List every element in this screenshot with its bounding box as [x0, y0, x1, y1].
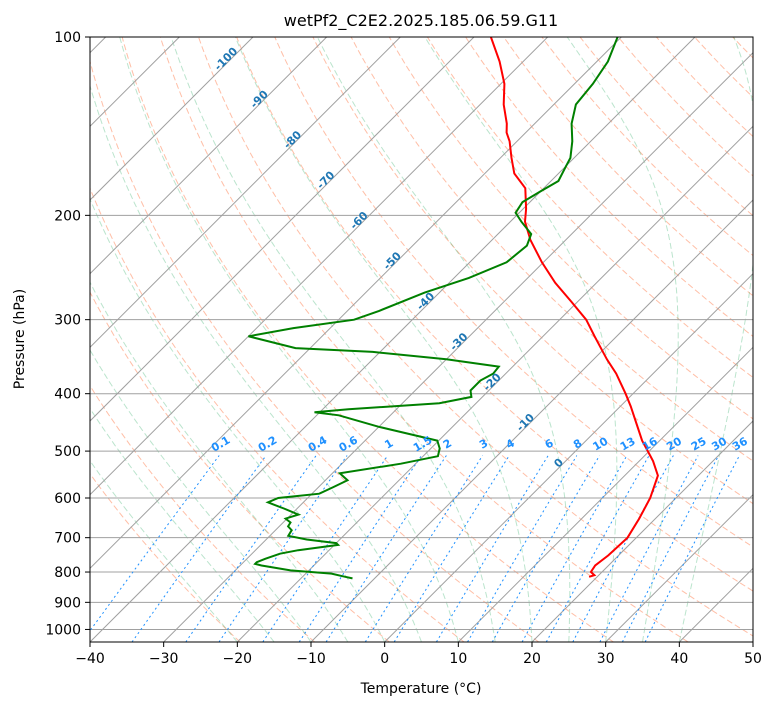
dry-adiabat: [90, 59, 540, 642]
mixing-ratio-line: [467, 455, 578, 642]
isotherm-line: [90, 37, 549, 496]
isotherm-line: [90, 37, 401, 349]
isotherm-line: [90, 37, 622, 570]
isotherm-line: [90, 37, 328, 275]
sounding-traces: [248, 37, 659, 580]
moist-adiabat: [424, 37, 618, 642]
mixing-ratio-line: [90, 455, 220, 632]
mixing-ratio-line: [298, 455, 422, 642]
mixing-ratio-line: [435, 455, 549, 642]
y-tick-label: 800: [54, 565, 81, 581]
dry-adiabat: [541, 37, 753, 257]
dry-adiabat: [236, 37, 753, 592]
mixing-ratio-line: [599, 455, 699, 642]
mixing-ratio-line: [491, 455, 601, 642]
dry-adiabat: [90, 186, 465, 642]
x-tick-label: 10: [449, 651, 467, 667]
moist-adiabat: [119, 37, 459, 642]
x-tick-label: 0: [380, 651, 389, 667]
chart-title: wetPf2_C2E2.2025.185.06.59.G11: [284, 11, 558, 31]
y-tick-label: 900: [54, 595, 81, 611]
moist-adiabat: [170, 37, 496, 642]
isotherm-line: [90, 37, 475, 422]
moist-adiabat: [566, 37, 679, 642]
mixing-ratio-line: [131, 455, 267, 642]
moist-adiabat: [678, 37, 753, 642]
x-tick-label: 20: [523, 651, 541, 667]
isotherm-line: [310, 199, 753, 642]
x-tick-label: 30: [597, 651, 615, 667]
y-tick-label: 100: [54, 30, 81, 46]
mixing-ratio-line: [325, 455, 447, 642]
mixing-ratio-line: [521, 455, 628, 642]
isotherm-line: [384, 272, 753, 642]
x-tick-label: −10: [296, 651, 326, 667]
dry-adiabat: [350, 37, 753, 462]
y-tick-label: 500: [54, 444, 81, 460]
isotherm-line: [90, 37, 696, 642]
y-tick-label: 400: [54, 387, 81, 403]
mixing-ratio-line: [262, 455, 389, 642]
dry-adiabat: [90, 291, 390, 642]
isotherm-line: [236, 125, 753, 642]
moist-adiabat: [316, 37, 571, 642]
dry-adiabat: [121, 37, 614, 642]
mixing-ratio-line: [393, 455, 510, 642]
isotherm-line: [531, 420, 753, 642]
moist-adiabat: [90, 84, 422, 642]
isotherm-line: [163, 51, 753, 642]
y-axis-label: Pressure (hPa): [12, 289, 28, 389]
x-tick-label: −40: [75, 651, 105, 667]
isotherm-line: [90, 37, 254, 201]
y-tick-label: 200: [54, 208, 81, 224]
moist-adiabat: [234, 37, 533, 642]
moist-adiabat: [90, 349, 312, 642]
dry-adiabat: [198, 37, 753, 637]
dry-adiabat: [159, 37, 689, 642]
y-tick-label: 600: [54, 491, 81, 507]
isotherm-line: [605, 493, 753, 642]
temperature-trace: [489, 37, 659, 578]
axis-ticks: −40 −30 −20 −10 0 10 20 30 40 50 100 200 300 400 500 60…: [45, 30, 762, 667]
mixing-ratio-line: [364, 455, 484, 642]
dry-adiabat: [579, 37, 753, 217]
x-tick-label: 40: [670, 651, 688, 667]
x-tick-label: −30: [149, 651, 179, 667]
isotherm-line: [457, 346, 753, 642]
y-tick-label: 700: [54, 531, 81, 547]
x-tick-label: 50: [744, 651, 762, 667]
dry-adiabat: [90, 472, 241, 642]
mixing-ratio-line: [545, 455, 650, 642]
dewpoint-trace: [248, 37, 619, 580]
x-tick-label: −20: [223, 651, 253, 667]
background-lines: [90, 37, 753, 642]
plot-frame: [89, 36, 754, 643]
x-axis-label: Temperature (°C): [360, 681, 482, 697]
mixing-ratio-line: [572, 455, 674, 642]
y-tick-label: 300: [54, 313, 81, 329]
dry-adiabat: [90, 384, 316, 642]
dry-adiabat: [312, 37, 753, 505]
y-tick-label: 1000: [45, 622, 81, 638]
